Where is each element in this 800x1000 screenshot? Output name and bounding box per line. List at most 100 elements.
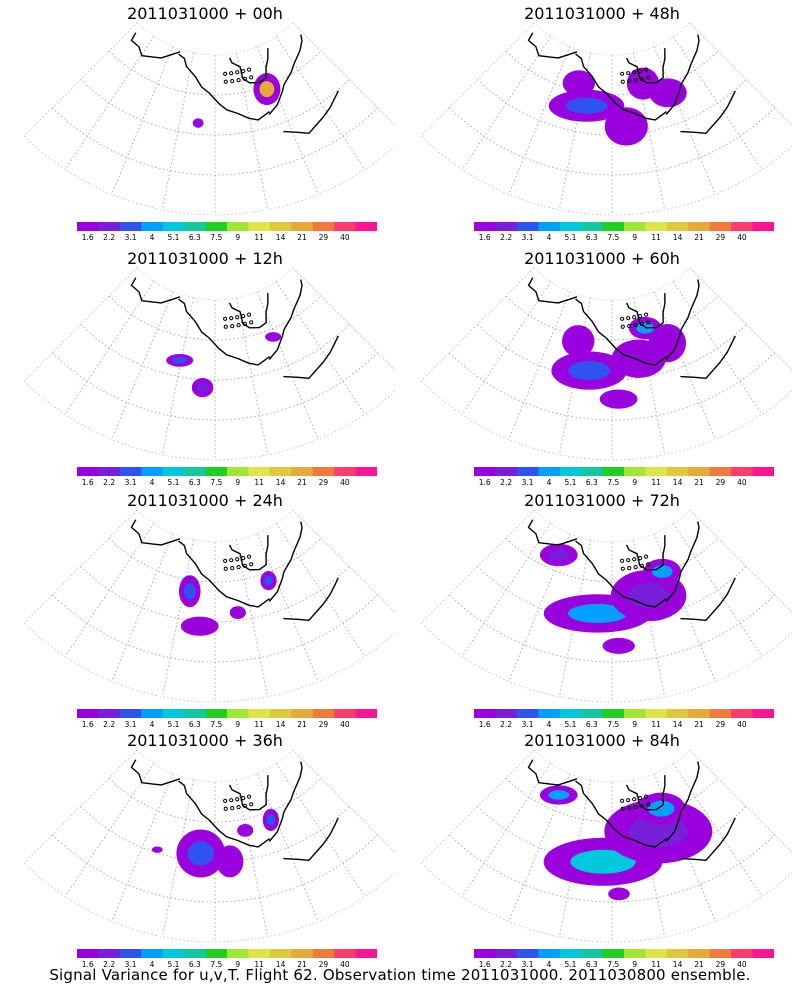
coastline bbox=[575, 53, 668, 121]
colorbar: 1.6 2.2 3.1 4 5.1 6.3 7.5 9 11 14 21 29 40 bbox=[77, 222, 377, 242]
variance-core bbox=[187, 841, 215, 866]
colorbar-swatch bbox=[581, 709, 604, 718]
meridian-line bbox=[672, 523, 763, 657]
colorbar-label: 3.1 bbox=[522, 233, 534, 242]
island bbox=[627, 324, 632, 329]
island bbox=[242, 76, 248, 81]
parallel-arc bbox=[52, 594, 378, 663]
coastline bbox=[665, 34, 700, 115]
colorbar-label: 40 bbox=[340, 720, 350, 729]
coastline bbox=[268, 521, 303, 602]
variance-blob bbox=[192, 118, 204, 128]
colorbar-swatch bbox=[559, 949, 582, 958]
colorbar-label: 4 bbox=[547, 478, 552, 487]
colorbar-swatch bbox=[495, 709, 518, 718]
island bbox=[230, 806, 235, 811]
colorbar-swatch bbox=[334, 467, 357, 476]
meridian-line bbox=[461, 763, 552, 897]
map-plot bbox=[420, 22, 792, 216]
colorbar-label: 14 bbox=[673, 720, 683, 729]
meridian-line bbox=[672, 763, 763, 897]
island bbox=[643, 794, 649, 799]
variance-core bbox=[183, 583, 196, 600]
island bbox=[229, 798, 234, 803]
colorbar-swatch bbox=[355, 467, 377, 476]
island bbox=[646, 75, 651, 80]
colorbar-label: 2.2 bbox=[103, 478, 115, 487]
island bbox=[626, 316, 631, 321]
colorbar-swatch bbox=[141, 222, 164, 231]
panel-title: 2011031000 + 36h bbox=[127, 731, 283, 750]
colorbar-label: 14 bbox=[276, 233, 286, 242]
colorbar-swatch bbox=[666, 949, 689, 958]
colorbar-swatch bbox=[184, 222, 207, 231]
parallel-arc bbox=[421, 135, 792, 215]
map-panel: 2011031000 + 48h 1.6 2.2 3.1 4 5.1 6.3 7.5 9 11 14… bbox=[412, 0, 792, 242]
colorbar-label: 7.5 bbox=[607, 478, 619, 487]
colorbar-swatch bbox=[688, 709, 711, 718]
island bbox=[223, 798, 228, 803]
meridian-line bbox=[161, 52, 194, 210]
parallel-arc bbox=[505, 295, 719, 341]
colorbar-swatch bbox=[312, 467, 335, 476]
colorbar-label: 7.5 bbox=[607, 960, 619, 969]
parallel-arc bbox=[80, 324, 350, 381]
colorbar-label: 9 bbox=[632, 960, 637, 969]
colorbar-swatch bbox=[119, 949, 142, 958]
parallel-arc bbox=[52, 107, 378, 176]
variance-core bbox=[568, 603, 628, 624]
meridian-line bbox=[256, 533, 319, 682]
colorbar-label: 40 bbox=[340, 233, 350, 242]
colorbar-label: 40 bbox=[737, 960, 747, 969]
colorbar-label: 14 bbox=[276, 478, 286, 487]
colorbar-swatch bbox=[205, 467, 228, 476]
island bbox=[632, 70, 637, 75]
colorbar-label: 1.6 bbox=[479, 720, 491, 729]
colorbar-label: 9 bbox=[632, 720, 637, 729]
colorbar-swatch bbox=[516, 222, 539, 231]
colorbar-swatch bbox=[538, 222, 561, 231]
variance-core bbox=[565, 97, 608, 114]
meridian-line bbox=[111, 46, 174, 195]
island bbox=[236, 565, 241, 570]
colorbar-label: 7.5 bbox=[607, 233, 619, 242]
colorbar-label: 14 bbox=[276, 720, 286, 729]
map-area bbox=[421, 267, 792, 460]
colorbar-swatch bbox=[581, 949, 604, 958]
colorbar-label: 4 bbox=[150, 478, 155, 487]
colorbar-swatch bbox=[516, 709, 539, 718]
colorbar-label: 3.1 bbox=[125, 233, 137, 242]
island bbox=[620, 558, 625, 563]
map-plot bbox=[23, 22, 395, 216]
colorbar-label: 29 bbox=[716, 233, 726, 242]
colorbar-swatch bbox=[752, 467, 774, 476]
colorbar-swatch bbox=[162, 709, 185, 718]
island bbox=[633, 323, 638, 328]
colorbar-label: 21 bbox=[297, 960, 307, 969]
colorbar-label: 21 bbox=[297, 478, 307, 487]
variance-core bbox=[570, 849, 636, 874]
colorbar-swatch bbox=[227, 709, 249, 718]
island bbox=[632, 557, 637, 562]
island bbox=[249, 562, 254, 567]
parallel-arc bbox=[108, 295, 322, 341]
parallel-arc bbox=[108, 537, 322, 583]
coastline bbox=[680, 817, 736, 861]
meridian-line bbox=[111, 773, 174, 922]
colorbar-label: 11 bbox=[254, 960, 264, 969]
colorbar-swatch bbox=[227, 222, 249, 231]
meridian-line bbox=[653, 46, 716, 195]
colorbar-label: 9 bbox=[235, 478, 240, 487]
coastline bbox=[228, 293, 269, 329]
island bbox=[638, 313, 643, 319]
colorbar-swatch bbox=[731, 222, 754, 231]
variance-blob bbox=[604, 107, 648, 146]
colorbar-label: 29 bbox=[319, 478, 329, 487]
island bbox=[620, 566, 625, 571]
colorbar-swatch bbox=[77, 467, 99, 476]
island bbox=[229, 558, 234, 563]
variance-core bbox=[196, 382, 209, 393]
colorbar-swatch bbox=[645, 222, 668, 231]
colorbar-swatch bbox=[141, 709, 164, 718]
colorbar-swatch bbox=[474, 709, 496, 718]
